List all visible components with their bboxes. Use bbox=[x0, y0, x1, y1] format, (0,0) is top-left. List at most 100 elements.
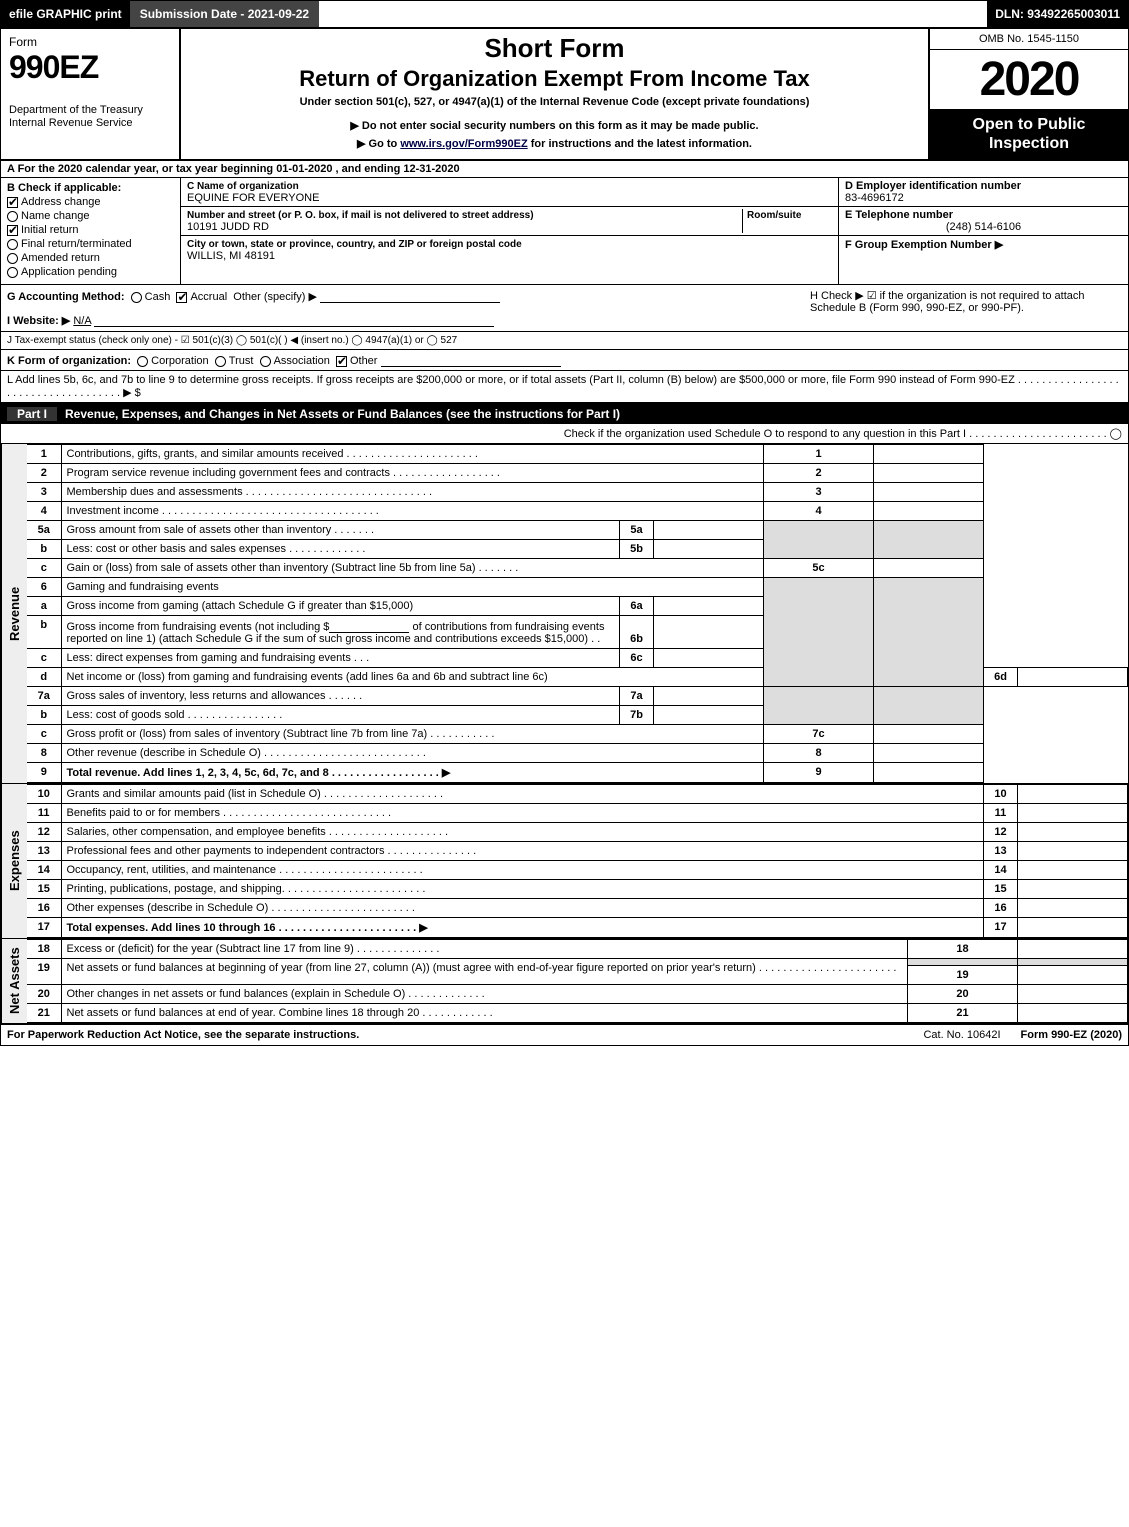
a17[interactable] bbox=[1018, 918, 1128, 938]
k-trust-radio[interactable] bbox=[215, 356, 226, 367]
header-mid: Short Form Return of Organization Exempt… bbox=[181, 29, 928, 159]
a18[interactable] bbox=[1018, 940, 1128, 959]
a10[interactable] bbox=[1018, 785, 1128, 804]
chk-initial-return[interactable] bbox=[7, 225, 18, 236]
a21[interactable] bbox=[1018, 1004, 1128, 1023]
g-cash-radio[interactable] bbox=[131, 292, 142, 303]
rn17: 17 bbox=[984, 918, 1018, 938]
a9[interactable] bbox=[874, 763, 984, 783]
t5a: Gross amount from sale of assets other t… bbox=[61, 521, 620, 540]
sa5a[interactable] bbox=[654, 521, 764, 540]
k-assoc-radio[interactable] bbox=[260, 356, 271, 367]
t5c: Gain or (loss) from sale of assets other… bbox=[61, 559, 764, 578]
expenses-section: Expenses 10Grants and similar amounts pa… bbox=[1, 784, 1128, 939]
lbl-final-return: Final return/terminated bbox=[21, 238, 132, 250]
website-line bbox=[94, 313, 494, 327]
s5b: 5b bbox=[620, 540, 654, 559]
a3[interactable] bbox=[874, 483, 984, 502]
irs-link[interactable]: www.irs.gov/Form990EZ bbox=[400, 138, 527, 150]
a6d[interactable] bbox=[1018, 668, 1128, 687]
rn2: 2 bbox=[764, 464, 874, 483]
t9: Total revenue. Add lines 1, 2, 3, 4, 5c,… bbox=[61, 763, 764, 783]
under-section-text: Under section 501(c), 527, or 4947(a)(1)… bbox=[189, 96, 920, 108]
k-corp: Corporation bbox=[151, 355, 208, 367]
dln-label: DLN: 93492265003011 bbox=[987, 1, 1128, 27]
part1-title: Revenue, Expenses, and Changes in Net As… bbox=[65, 407, 620, 421]
t17: Total expenses. Add lines 10 through 16 … bbox=[61, 918, 984, 938]
t11: Benefits paid to or for members . . . . … bbox=[61, 804, 984, 823]
a20[interactable] bbox=[1018, 985, 1128, 1004]
chk-final-return[interactable] bbox=[7, 239, 18, 250]
entity-block: B Check if applicable: Address change Na… bbox=[1, 178, 1128, 285]
t6b1: Gross income from fundraising events (no… bbox=[67, 621, 330, 633]
a1[interactable] bbox=[874, 445, 984, 464]
t1: Contributions, gifts, grants, and simila… bbox=[61, 445, 764, 464]
rn15: 15 bbox=[984, 880, 1018, 899]
g-other-input[interactable] bbox=[320, 289, 500, 303]
a5c[interactable] bbox=[874, 559, 984, 578]
a2[interactable] bbox=[874, 464, 984, 483]
chk-amended-return[interactable] bbox=[7, 253, 18, 264]
dept-line2: Internal Revenue Service bbox=[9, 117, 133, 129]
sa7a[interactable] bbox=[654, 687, 764, 706]
chk-application-pending[interactable] bbox=[7, 267, 18, 278]
n18: 18 bbox=[27, 940, 61, 959]
rn3: 3 bbox=[764, 483, 874, 502]
box-b: B Check if applicable: Address change Na… bbox=[1, 178, 181, 284]
n4: 4 bbox=[27, 502, 61, 521]
a19[interactable] bbox=[1018, 966, 1128, 985]
org-name: EQUINE FOR EVERYONE bbox=[187, 192, 319, 204]
a7c[interactable] bbox=[874, 725, 984, 744]
netassets-section: Net Assets 18Excess or (deficit) for the… bbox=[1, 939, 1128, 1025]
n5c: c bbox=[27, 559, 61, 578]
t2: Program service revenue including govern… bbox=[61, 464, 764, 483]
chk-address-change[interactable] bbox=[7, 197, 18, 208]
paperwork-notice: For Paperwork Reduction Act Notice, see … bbox=[7, 1029, 903, 1041]
a8[interactable] bbox=[874, 744, 984, 763]
header-left: Form 990EZ Department of the Treasury In… bbox=[1, 29, 181, 159]
sa5b[interactable] bbox=[654, 540, 764, 559]
s7a: 7a bbox=[620, 687, 654, 706]
k-other-chk[interactable] bbox=[336, 356, 347, 367]
t6c: Less: direct expenses from gaming and fu… bbox=[61, 649, 620, 668]
form-word: Form bbox=[9, 35, 171, 49]
sa7b[interactable] bbox=[654, 706, 764, 725]
s6a: 6a bbox=[620, 597, 654, 616]
t14: Occupancy, rent, utilities, and maintena… bbox=[61, 861, 984, 880]
cat-no: Cat. No. 10642I bbox=[903, 1029, 1020, 1041]
rn4: 4 bbox=[764, 502, 874, 521]
chk-name-change[interactable] bbox=[7, 211, 18, 222]
t13: Professional fees and other payments to … bbox=[61, 842, 984, 861]
efile-print-label[interactable]: efile GRAPHIC print bbox=[1, 1, 130, 27]
sa6a[interactable] bbox=[654, 597, 764, 616]
k-other-input[interactable] bbox=[381, 353, 561, 367]
g-accrual: Accrual bbox=[190, 291, 227, 303]
k-trust: Trust bbox=[229, 355, 254, 367]
a16[interactable] bbox=[1018, 899, 1128, 918]
a13[interactable] bbox=[1018, 842, 1128, 861]
n6a: a bbox=[27, 597, 61, 616]
revenue-vlabel: Revenue bbox=[1, 444, 27, 783]
a4[interactable] bbox=[874, 502, 984, 521]
box-c: C Name of organization EQUINE FOR EVERYO… bbox=[181, 178, 838, 284]
g-accrual-chk[interactable] bbox=[176, 292, 187, 303]
a14[interactable] bbox=[1018, 861, 1128, 880]
rn10: 10 bbox=[984, 785, 1018, 804]
box-b-heading: B Check if applicable: bbox=[7, 182, 174, 194]
k-other: Other bbox=[350, 355, 378, 367]
6b-amount-input[interactable] bbox=[329, 619, 409, 633]
a15[interactable] bbox=[1018, 880, 1128, 899]
rn13: 13 bbox=[984, 842, 1018, 861]
room-label: Room/suite bbox=[747, 210, 801, 221]
sa6b[interactable] bbox=[654, 616, 764, 649]
goto-pre: ▶ Go to bbox=[357, 138, 400, 150]
a11[interactable] bbox=[1018, 804, 1128, 823]
t7b: Less: cost of goods sold . . . . . . . .… bbox=[61, 706, 620, 725]
k-corp-radio[interactable] bbox=[137, 356, 148, 367]
a12[interactable] bbox=[1018, 823, 1128, 842]
t8: Other revenue (describe in Schedule O) .… bbox=[61, 744, 764, 763]
line-j: J Tax-exempt status (check only one) - ☑… bbox=[1, 332, 1128, 350]
part1-check-line: Check if the organization used Schedule … bbox=[1, 424, 1128, 444]
sa6c[interactable] bbox=[654, 649, 764, 668]
t9b: Total revenue. Add lines 1, 2, 3, 4, 5c,… bbox=[67, 767, 451, 779]
